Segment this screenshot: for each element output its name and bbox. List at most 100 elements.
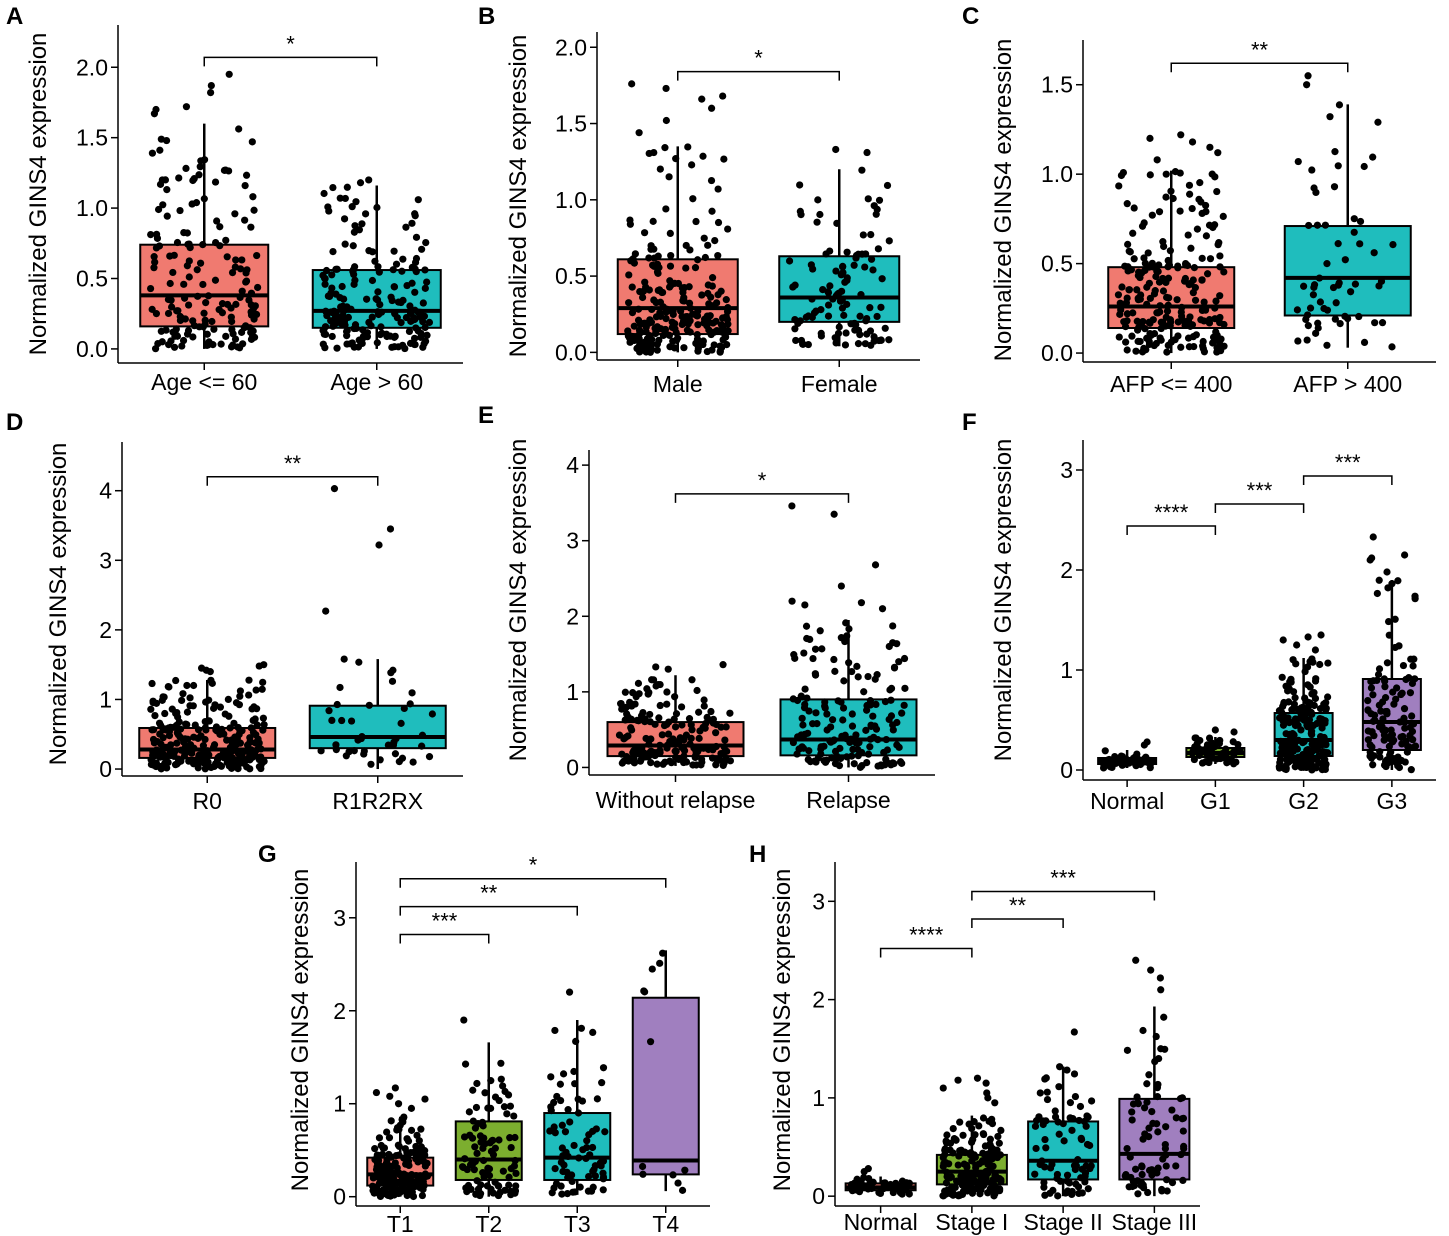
- data-point: [1301, 667, 1309, 676]
- data-point: [1304, 681, 1312, 689]
- data-point: [183, 681, 191, 690]
- data-point: [1162, 313, 1170, 321]
- data-point: [666, 277, 674, 285]
- data-point: [387, 1164, 395, 1172]
- data-point: [873, 205, 881, 213]
- data-point: [659, 760, 667, 768]
- data-point: [864, 195, 872, 203]
- data-point: [838, 287, 846, 295]
- data-point: [650, 148, 658, 157]
- data-point: [582, 1154, 590, 1163]
- data-point: [1203, 270, 1212, 278]
- data-point: [1043, 1088, 1051, 1096]
- data-point: [830, 510, 838, 518]
- x-category-label: Stage I: [935, 1209, 1008, 1235]
- data-point: [402, 1160, 410, 1168]
- data-point: [1299, 751, 1307, 759]
- y-tick-label: 2.0: [555, 34, 587, 60]
- data-point: [389, 266, 397, 274]
- data-point: [340, 655, 348, 663]
- data-point: [216, 703, 224, 711]
- data-point: [656, 741, 664, 749]
- data-point: [840, 677, 848, 685]
- data-point: [946, 1174, 954, 1182]
- data-point: [471, 1143, 479, 1151]
- data-point: [470, 1166, 478, 1174]
- data-point: [501, 1186, 509, 1194]
- data-point: [1375, 665, 1384, 673]
- data-point: [804, 755, 812, 764]
- data-point: [1410, 655, 1418, 663]
- x-category-label: AFP > 400: [1293, 371, 1402, 397]
- data-point: [708, 718, 717, 726]
- data-point: [1077, 1174, 1085, 1182]
- data-point: [599, 1186, 607, 1194]
- data-point: [663, 305, 671, 313]
- data-point: [172, 676, 180, 685]
- data-point: [559, 1152, 567, 1160]
- data-point: [1287, 675, 1295, 683]
- data-point: [788, 597, 796, 605]
- data-point: [1142, 753, 1150, 761]
- data-point: [1162, 170, 1170, 178]
- y-tick-label: 1: [566, 679, 579, 705]
- data-point: [1071, 1165, 1079, 1174]
- data-point: [678, 320, 686, 329]
- data-point: [639, 345, 647, 353]
- data-point: [390, 1191, 398, 1199]
- data-point: [653, 760, 661, 768]
- data-point: [1282, 682, 1290, 690]
- x-category-label: Female: [801, 371, 878, 397]
- data-point: [1063, 1188, 1071, 1197]
- data-point: [621, 688, 629, 696]
- data-point: [1191, 296, 1200, 304]
- data-point: [885, 642, 893, 651]
- data-point: [175, 725, 183, 733]
- data-point: [428, 710, 436, 718]
- data-point: [685, 715, 694, 723]
- data-point: [245, 691, 253, 699]
- y-tick-label: 1: [99, 686, 112, 712]
- data-point: [170, 343, 179, 351]
- data-point: [824, 301, 833, 309]
- data-point: [164, 309, 173, 318]
- data-point: [357, 734, 365, 743]
- data-point: [649, 217, 657, 225]
- data-point: [1129, 229, 1137, 237]
- panel-letter: G: [258, 841, 277, 868]
- bracket-line: [203, 56, 378, 67]
- data-point: [630, 759, 639, 767]
- x-category-label: Stage II: [1023, 1209, 1102, 1235]
- data-point: [634, 316, 643, 324]
- data-point: [164, 295, 173, 304]
- data-point: [205, 751, 213, 759]
- data-point: [1411, 742, 1420, 750]
- data-point: [569, 1188, 577, 1196]
- data-point: [1174, 264, 1182, 272]
- data-point: [1165, 261, 1174, 269]
- data-point: [1071, 1092, 1080, 1101]
- data-point: [859, 231, 867, 239]
- data-point: [188, 746, 196, 755]
- data-point: [712, 742, 720, 751]
- data-point: [1138, 1170, 1146, 1179]
- data-point: [193, 266, 201, 274]
- data-point: [215, 306, 223, 314]
- data-point: [1168, 1179, 1177, 1187]
- data-point: [162, 743, 170, 751]
- bracket-line: [399, 933, 490, 944]
- data-point: [987, 1118, 995, 1126]
- data-point: [723, 747, 731, 755]
- data-point: [1408, 712, 1416, 720]
- data-point: [511, 1156, 519, 1165]
- data-point: [352, 324, 360, 333]
- data-point: [1312, 675, 1320, 683]
- data-point: [329, 322, 337, 330]
- data-point: [1331, 315, 1339, 323]
- data-point: [375, 1173, 383, 1182]
- data-point: [870, 333, 878, 341]
- data-point: [575, 1154, 583, 1162]
- data-point: [418, 1191, 427, 1200]
- data-point: [871, 675, 879, 683]
- data-point: [1321, 221, 1330, 229]
